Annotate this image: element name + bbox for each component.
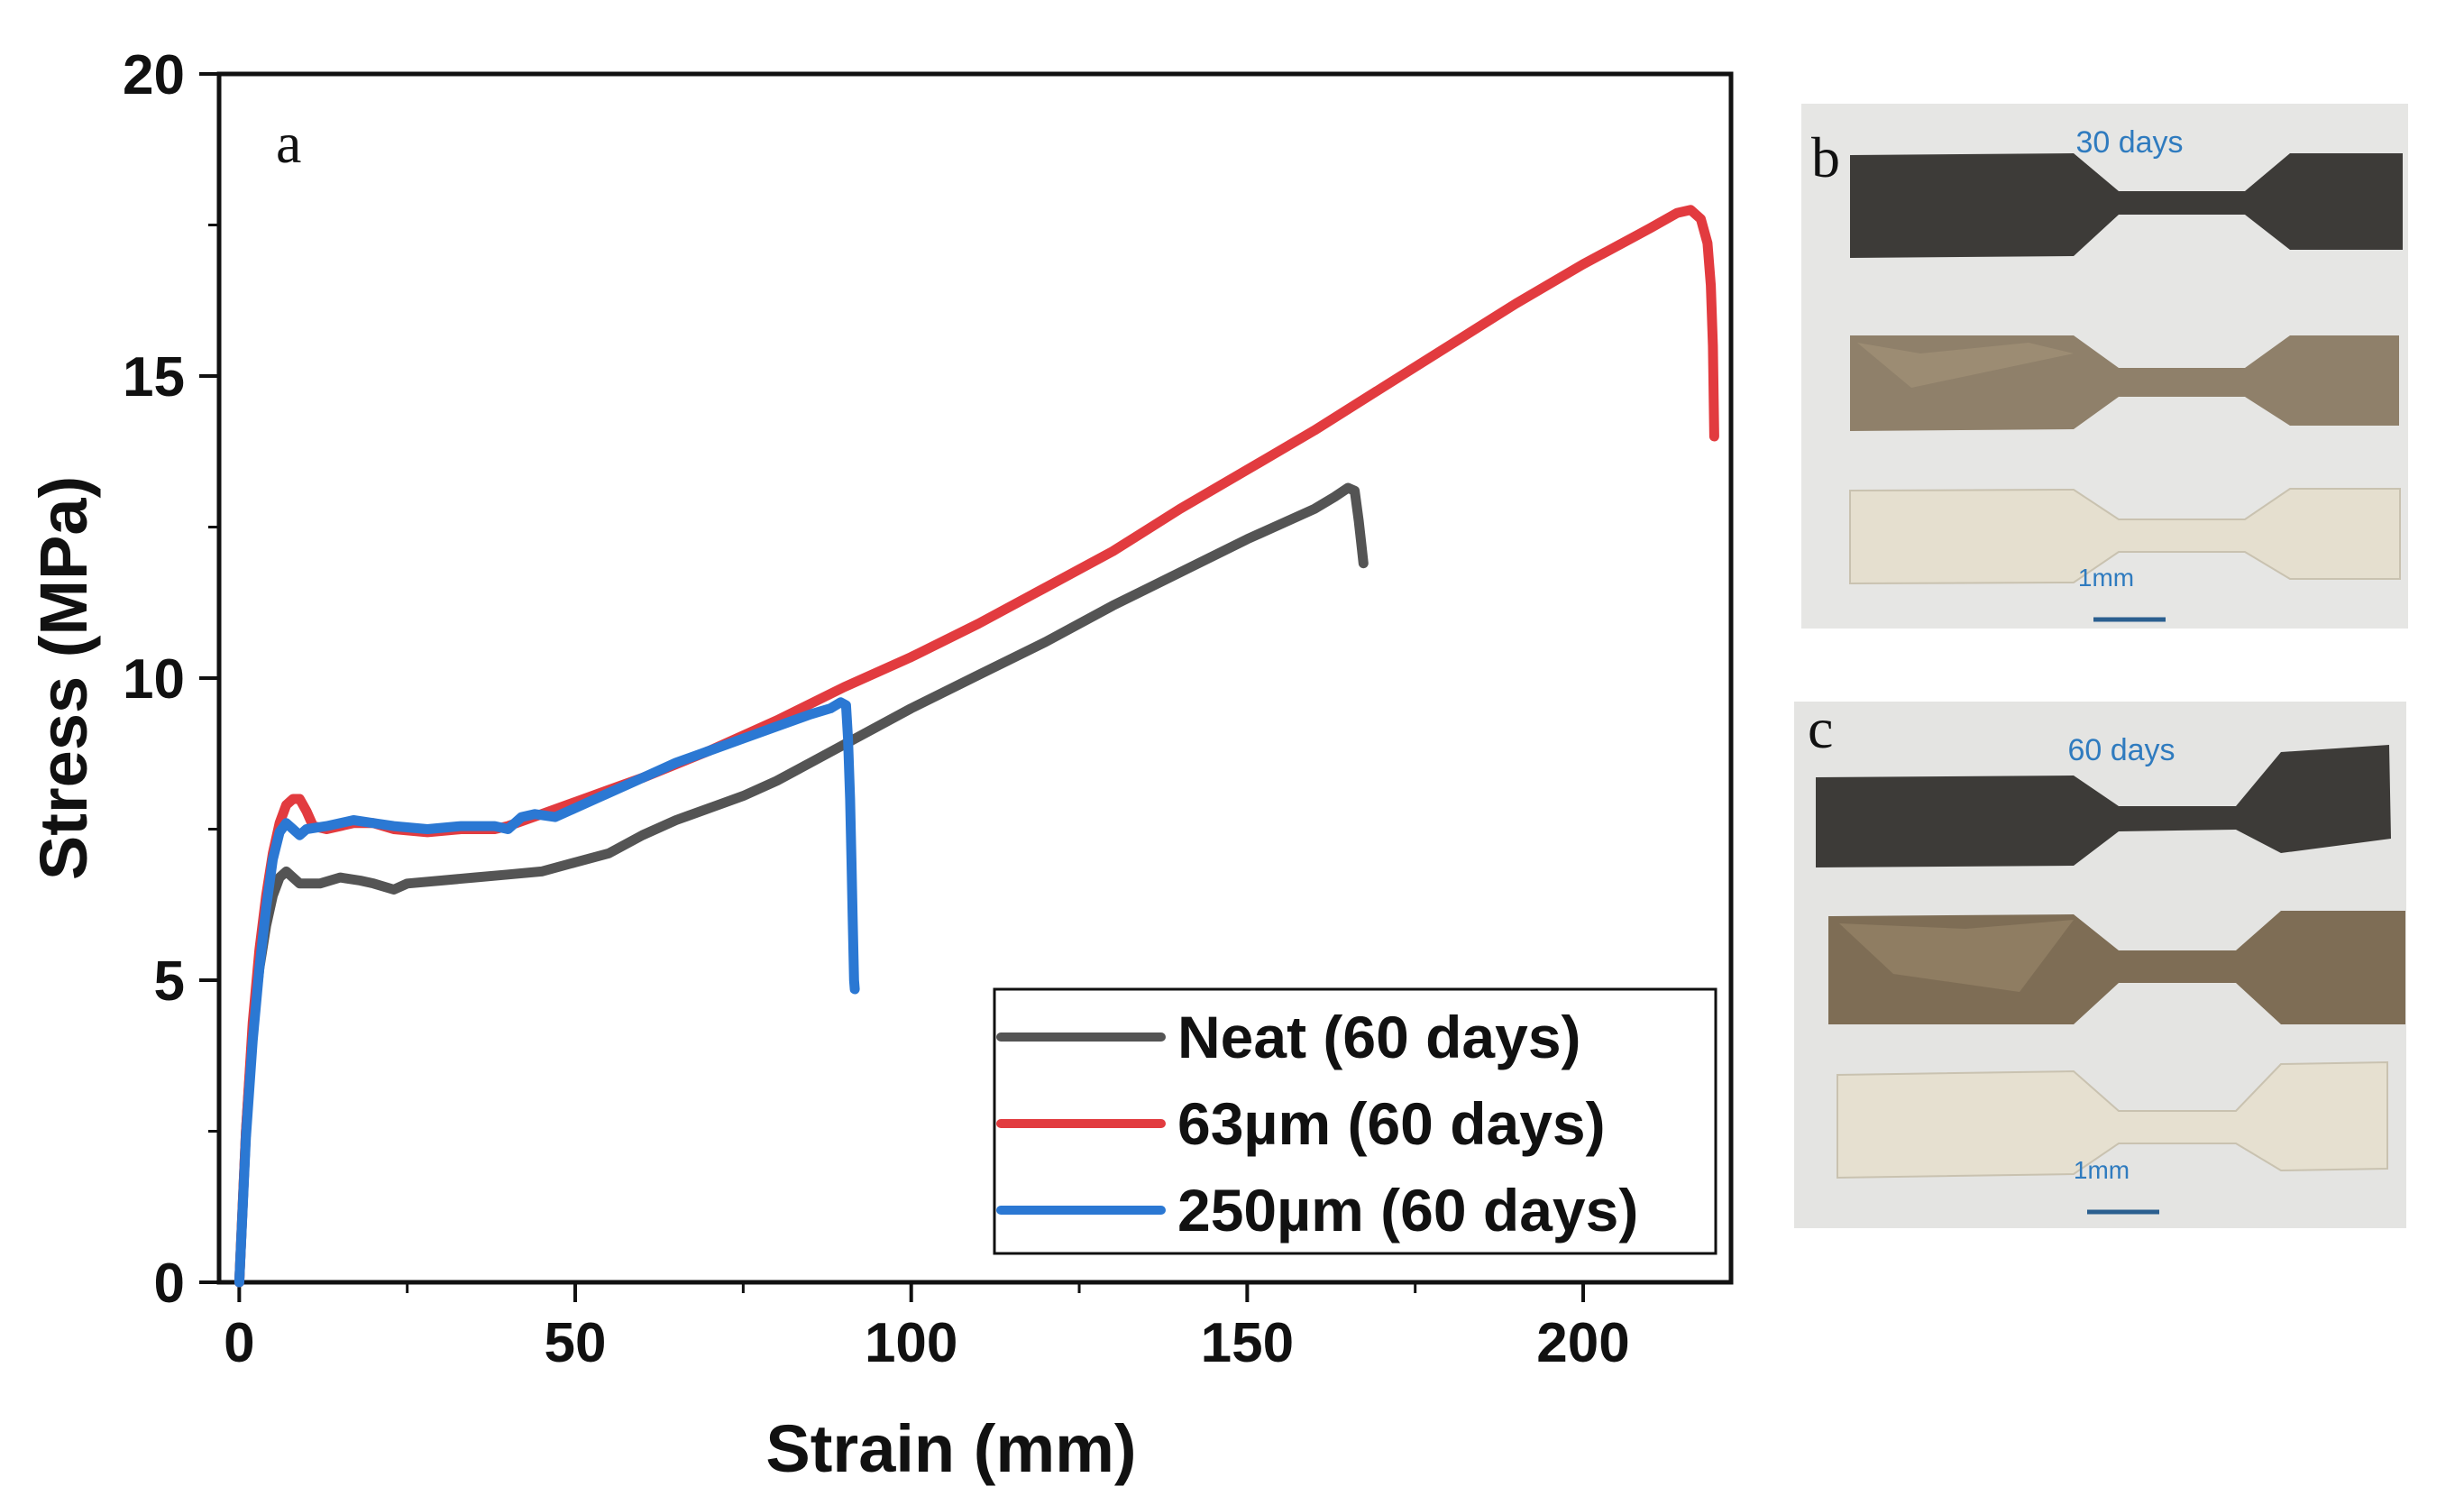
photo-caption-60-days: 60 days [2067, 733, 2175, 767]
y-tick-label: 15 [123, 346, 185, 408]
panel-label-c: c [1808, 696, 1833, 760]
legend: Neat (60 days) 63µm (60 days) 250µm (60 … [993, 987, 1717, 1255]
photo-caption-30-days: 30 days [2075, 125, 2183, 160]
y-tick-label: 5 [154, 950, 185, 1013]
light-specimen [1837, 1060, 2388, 1179]
photo-panel-60-days: c 60 days 1mm [1794, 696, 2406, 1228]
panel-label-a: a [276, 111, 301, 175]
axis-ticks: 0 50 100 150 200 0 5 10 15 20 [123, 44, 1630, 1374]
stress-strain-chart: 0 50 100 150 200 0 5 10 15 20 a Strain (mm) Stres… [26, 44, 1734, 1486]
y-tick-label: 10 [123, 648, 185, 711]
series-line-neat [234, 482, 1369, 1288]
y-tick-label: 0 [154, 1253, 185, 1315]
photo-panel-30-days: b 30 days 1mm [1801, 104, 2408, 629]
series-layer [234, 205, 1719, 1288]
legend-label-250um: 250µm (60 days) [1177, 1177, 1638, 1244]
scale-bar-label: 1mm [2074, 1156, 2130, 1184]
panel-label-b: b [1811, 125, 1840, 189]
legend-label-neat: Neat (60 days) [1177, 1004, 1581, 1070]
scale-bar-label: 1mm [2078, 564, 2134, 592]
x-tick-label: 200 [1536, 1312, 1629, 1374]
x-tick-label: 100 [865, 1312, 957, 1374]
brown-specimen-texture [1839, 920, 2074, 992]
light-specimen [1849, 488, 2401, 585]
x-axis-title: Strain (mm) [765, 1411, 1136, 1486]
series-line-250um [234, 697, 860, 1288]
dark-specimen [1816, 745, 2391, 867]
legend-label-63um: 63µm (60 days) [1177, 1090, 1606, 1157]
x-tick-label: 50 [545, 1312, 607, 1374]
dark-specimen [1850, 153, 2403, 258]
x-tick-label: 150 [1201, 1312, 1294, 1374]
brown-specimen-texture [1857, 343, 2074, 388]
y-tick-label: 20 [123, 44, 185, 106]
x-tick-label: 0 [224, 1312, 254, 1374]
y-axis-title: Stress (MPa) [26, 476, 101, 880]
